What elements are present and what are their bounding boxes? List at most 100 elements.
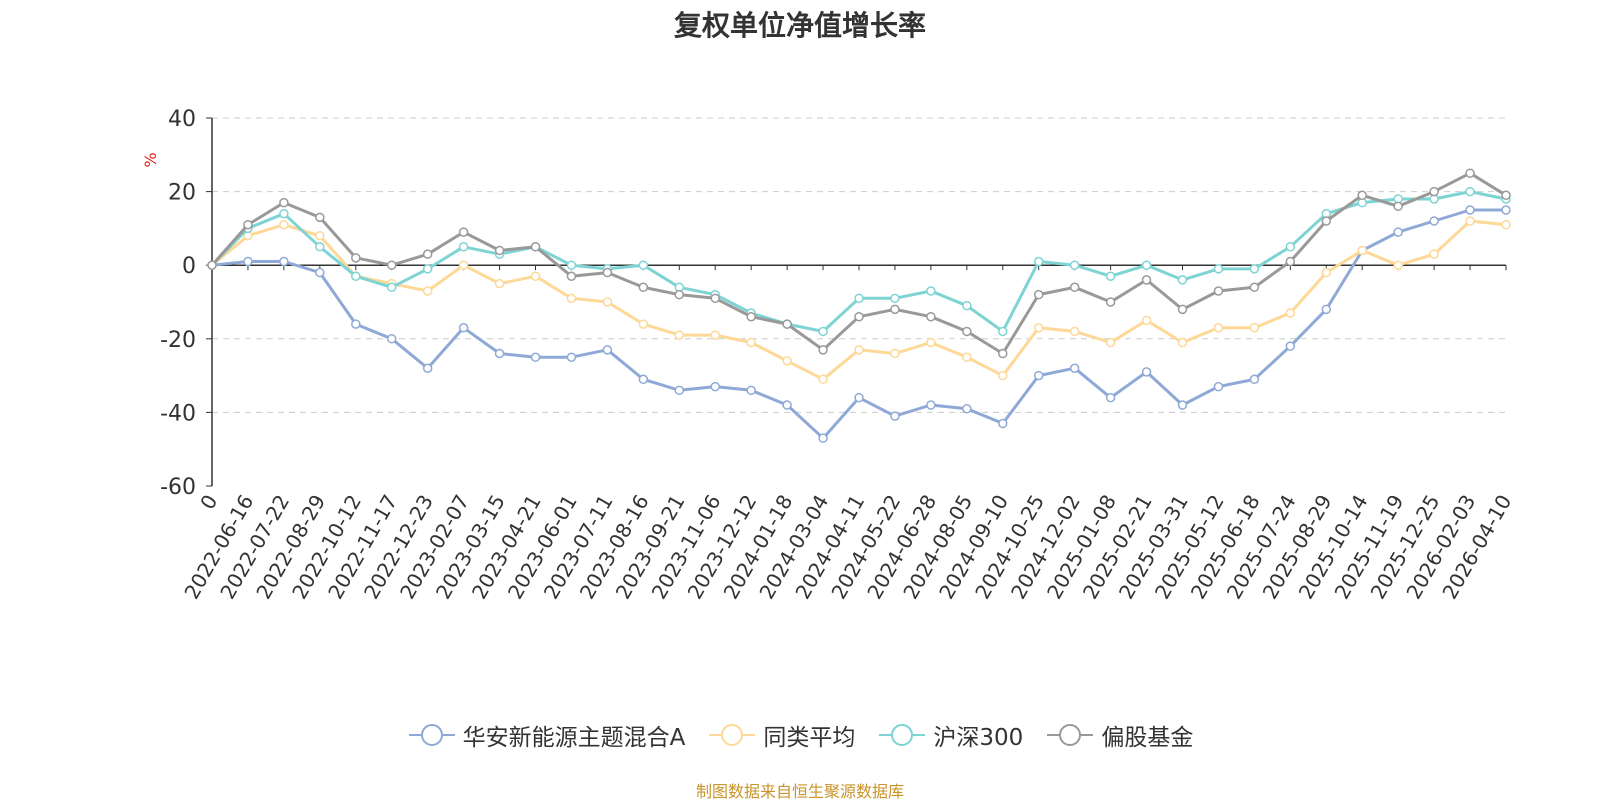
grid-lines <box>212 117 1506 413</box>
data-point <box>602 267 613 278</box>
legend-item[interactable]: 同类平均 <box>707 718 855 752</box>
data-point <box>243 219 253 230</box>
data-point <box>1141 367 1152 377</box>
data-point <box>494 348 505 359</box>
series-line-0 <box>211 208 1506 440</box>
data-point <box>279 256 289 267</box>
data-point <box>1429 249 1439 259</box>
data-point <box>926 337 936 348</box>
data-point <box>1249 374 1260 385</box>
data-point <box>998 348 1008 359</box>
data-point <box>1105 297 1116 307</box>
data-point <box>1393 260 1403 270</box>
data-point <box>818 326 828 337</box>
legend-swatch-icon <box>879 724 926 746</box>
data-point <box>1069 260 1080 270</box>
legend-label: 同类平均 <box>763 725 856 751</box>
data-point <box>818 374 828 385</box>
data-point <box>1177 337 1188 348</box>
data-point <box>1501 205 1511 215</box>
legend-item[interactable]: 华安新能源主题混合A <box>407 718 686 752</box>
data-point <box>1357 245 1367 256</box>
legend-swatch-icon <box>408 724 455 746</box>
data-point <box>962 326 972 337</box>
data-point <box>566 271 577 281</box>
data-point <box>674 330 685 340</box>
axes: 40200-20-40-6002022-06-162022-07-222022-… <box>160 107 1516 603</box>
legend-item[interactable]: 沪深300 <box>877 718 1023 752</box>
data-point <box>818 345 828 355</box>
data-point <box>998 418 1008 429</box>
data-point <box>243 256 253 267</box>
y-tick-label: 20 <box>168 181 196 206</box>
data-point <box>890 304 900 315</box>
x-tick-label: 0 <box>195 491 222 514</box>
data-point <box>1285 242 1296 252</box>
data-point <box>351 271 361 281</box>
data-source-note: 制图数据来自恒生聚源数据库 <box>695 782 904 801</box>
data-point <box>602 297 613 307</box>
data-point <box>1249 323 1260 333</box>
data-point <box>674 289 685 300</box>
data-point <box>1321 304 1332 315</box>
data-point <box>782 356 792 366</box>
data-point <box>926 311 936 322</box>
y-tick-label: -40 <box>160 401 196 426</box>
legend-swatch-icon <box>1047 724 1094 746</box>
y-tick-label: -60 <box>160 475 196 500</box>
data-point <box>1465 205 1475 215</box>
data-point <box>710 293 720 304</box>
data-point <box>1429 216 1439 226</box>
data-point <box>279 208 289 219</box>
data-point <box>422 249 433 259</box>
data-point <box>315 212 325 223</box>
data-point <box>386 334 397 344</box>
data-point <box>854 293 864 304</box>
data-point <box>1393 201 1403 212</box>
data-point <box>351 253 361 263</box>
data-point <box>207 260 217 270</box>
data-point <box>854 311 864 322</box>
data-point <box>1141 275 1152 285</box>
data-point <box>386 282 397 293</box>
data-point <box>494 245 505 256</box>
data-point <box>674 385 685 396</box>
data-point <box>1033 370 1044 381</box>
data-point <box>638 260 649 270</box>
data-point <box>315 267 325 278</box>
data-point <box>530 352 541 362</box>
data-point <box>890 411 900 421</box>
data-point <box>962 352 972 362</box>
data-point <box>530 271 541 281</box>
data-point <box>1033 289 1044 300</box>
legend-label: 华安新能源主题混合A <box>462 725 686 751</box>
data-point <box>854 392 864 403</box>
data-point <box>854 345 864 355</box>
data-point <box>1141 315 1152 326</box>
y-tick-label: -20 <box>160 328 196 353</box>
data-point <box>926 286 936 296</box>
data-point <box>1105 337 1116 348</box>
data-point <box>1069 363 1080 373</box>
data-point <box>1069 282 1080 293</box>
data-point <box>1033 323 1044 333</box>
data-point <box>998 326 1008 337</box>
data-point <box>458 323 469 333</box>
data-point <box>1213 381 1224 392</box>
data-point <box>1285 341 1296 351</box>
data-point <box>1249 282 1260 293</box>
data-point <box>782 400 792 410</box>
data-point <box>818 433 828 443</box>
y-axis-unit-label: % <box>141 152 160 167</box>
data-point <box>1213 264 1224 274</box>
data-point <box>1249 264 1260 274</box>
legend-item[interactable]: 偏股基金 <box>1045 718 1193 752</box>
series-lines <box>207 168 1511 443</box>
data-point <box>422 264 433 274</box>
data-point <box>782 319 792 329</box>
data-point <box>638 374 649 385</box>
series-line-3 <box>210 171 1507 355</box>
data-point <box>1465 216 1475 226</box>
data-point <box>279 219 289 230</box>
data-point <box>422 363 433 373</box>
